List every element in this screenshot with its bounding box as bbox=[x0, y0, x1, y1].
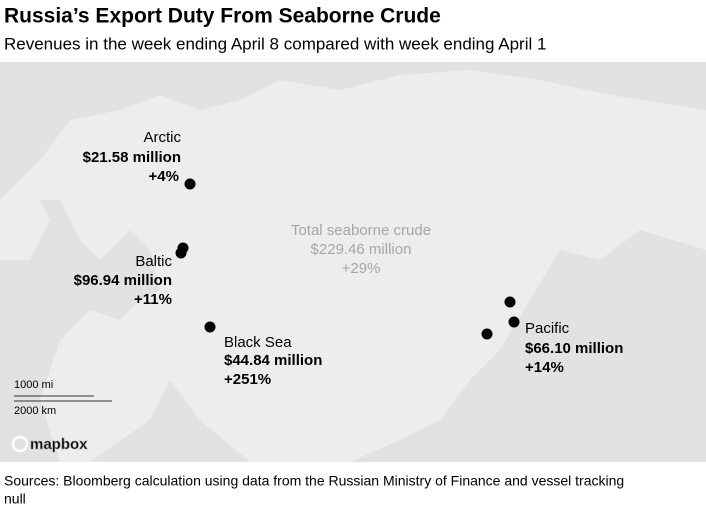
region-name: Arctic bbox=[144, 129, 182, 146]
total-change: +29% bbox=[342, 260, 381, 277]
port-dot bbox=[175, 247, 187, 259]
region-value: $21.58 million bbox=[83, 149, 181, 166]
region-change: +251% bbox=[224, 371, 271, 388]
total-value: $229.46 million bbox=[311, 241, 412, 258]
port-dot bbox=[184, 178, 196, 190]
scale-label: 2000 km bbox=[14, 405, 56, 417]
title: Russia’s Export Duty From Seaborne Crude bbox=[4, 5, 441, 28]
region-change: +11% bbox=[134, 291, 172, 308]
land bbox=[0, 180, 50, 260]
note: null bbox=[4, 491, 26, 507]
region-value: $96.94 million bbox=[74, 272, 172, 289]
port-dot bbox=[204, 321, 216, 333]
region-change: +14% bbox=[525, 359, 564, 376]
region-value: $66.10 million bbox=[525, 340, 623, 357]
region-change: +4% bbox=[149, 168, 179, 185]
total-name: Total seaborne crude bbox=[291, 222, 431, 239]
source: Sources: Bloomberg calculation using dat… bbox=[4, 473, 624, 489]
port-dot bbox=[504, 296, 516, 308]
mapbox-logo bbox=[11, 435, 29, 453]
land bbox=[0, 70, 706, 462]
port-dot bbox=[508, 316, 520, 328]
map: Total seaborne crude $229.46 million +29… bbox=[0, 62, 706, 462]
region-name: Baltic bbox=[135, 253, 172, 270]
subtitle: Revenues in the week ending April 8 comp… bbox=[4, 34, 546, 53]
port-dot bbox=[481, 328, 493, 340]
region-name: Black Sea bbox=[224, 334, 292, 351]
region-value: $44.84 million bbox=[224, 352, 322, 369]
scale-label: 1000 mi bbox=[14, 379, 53, 391]
attribution[interactable]: mapbox bbox=[30, 436, 89, 454]
region-name: Pacific bbox=[525, 320, 570, 337]
